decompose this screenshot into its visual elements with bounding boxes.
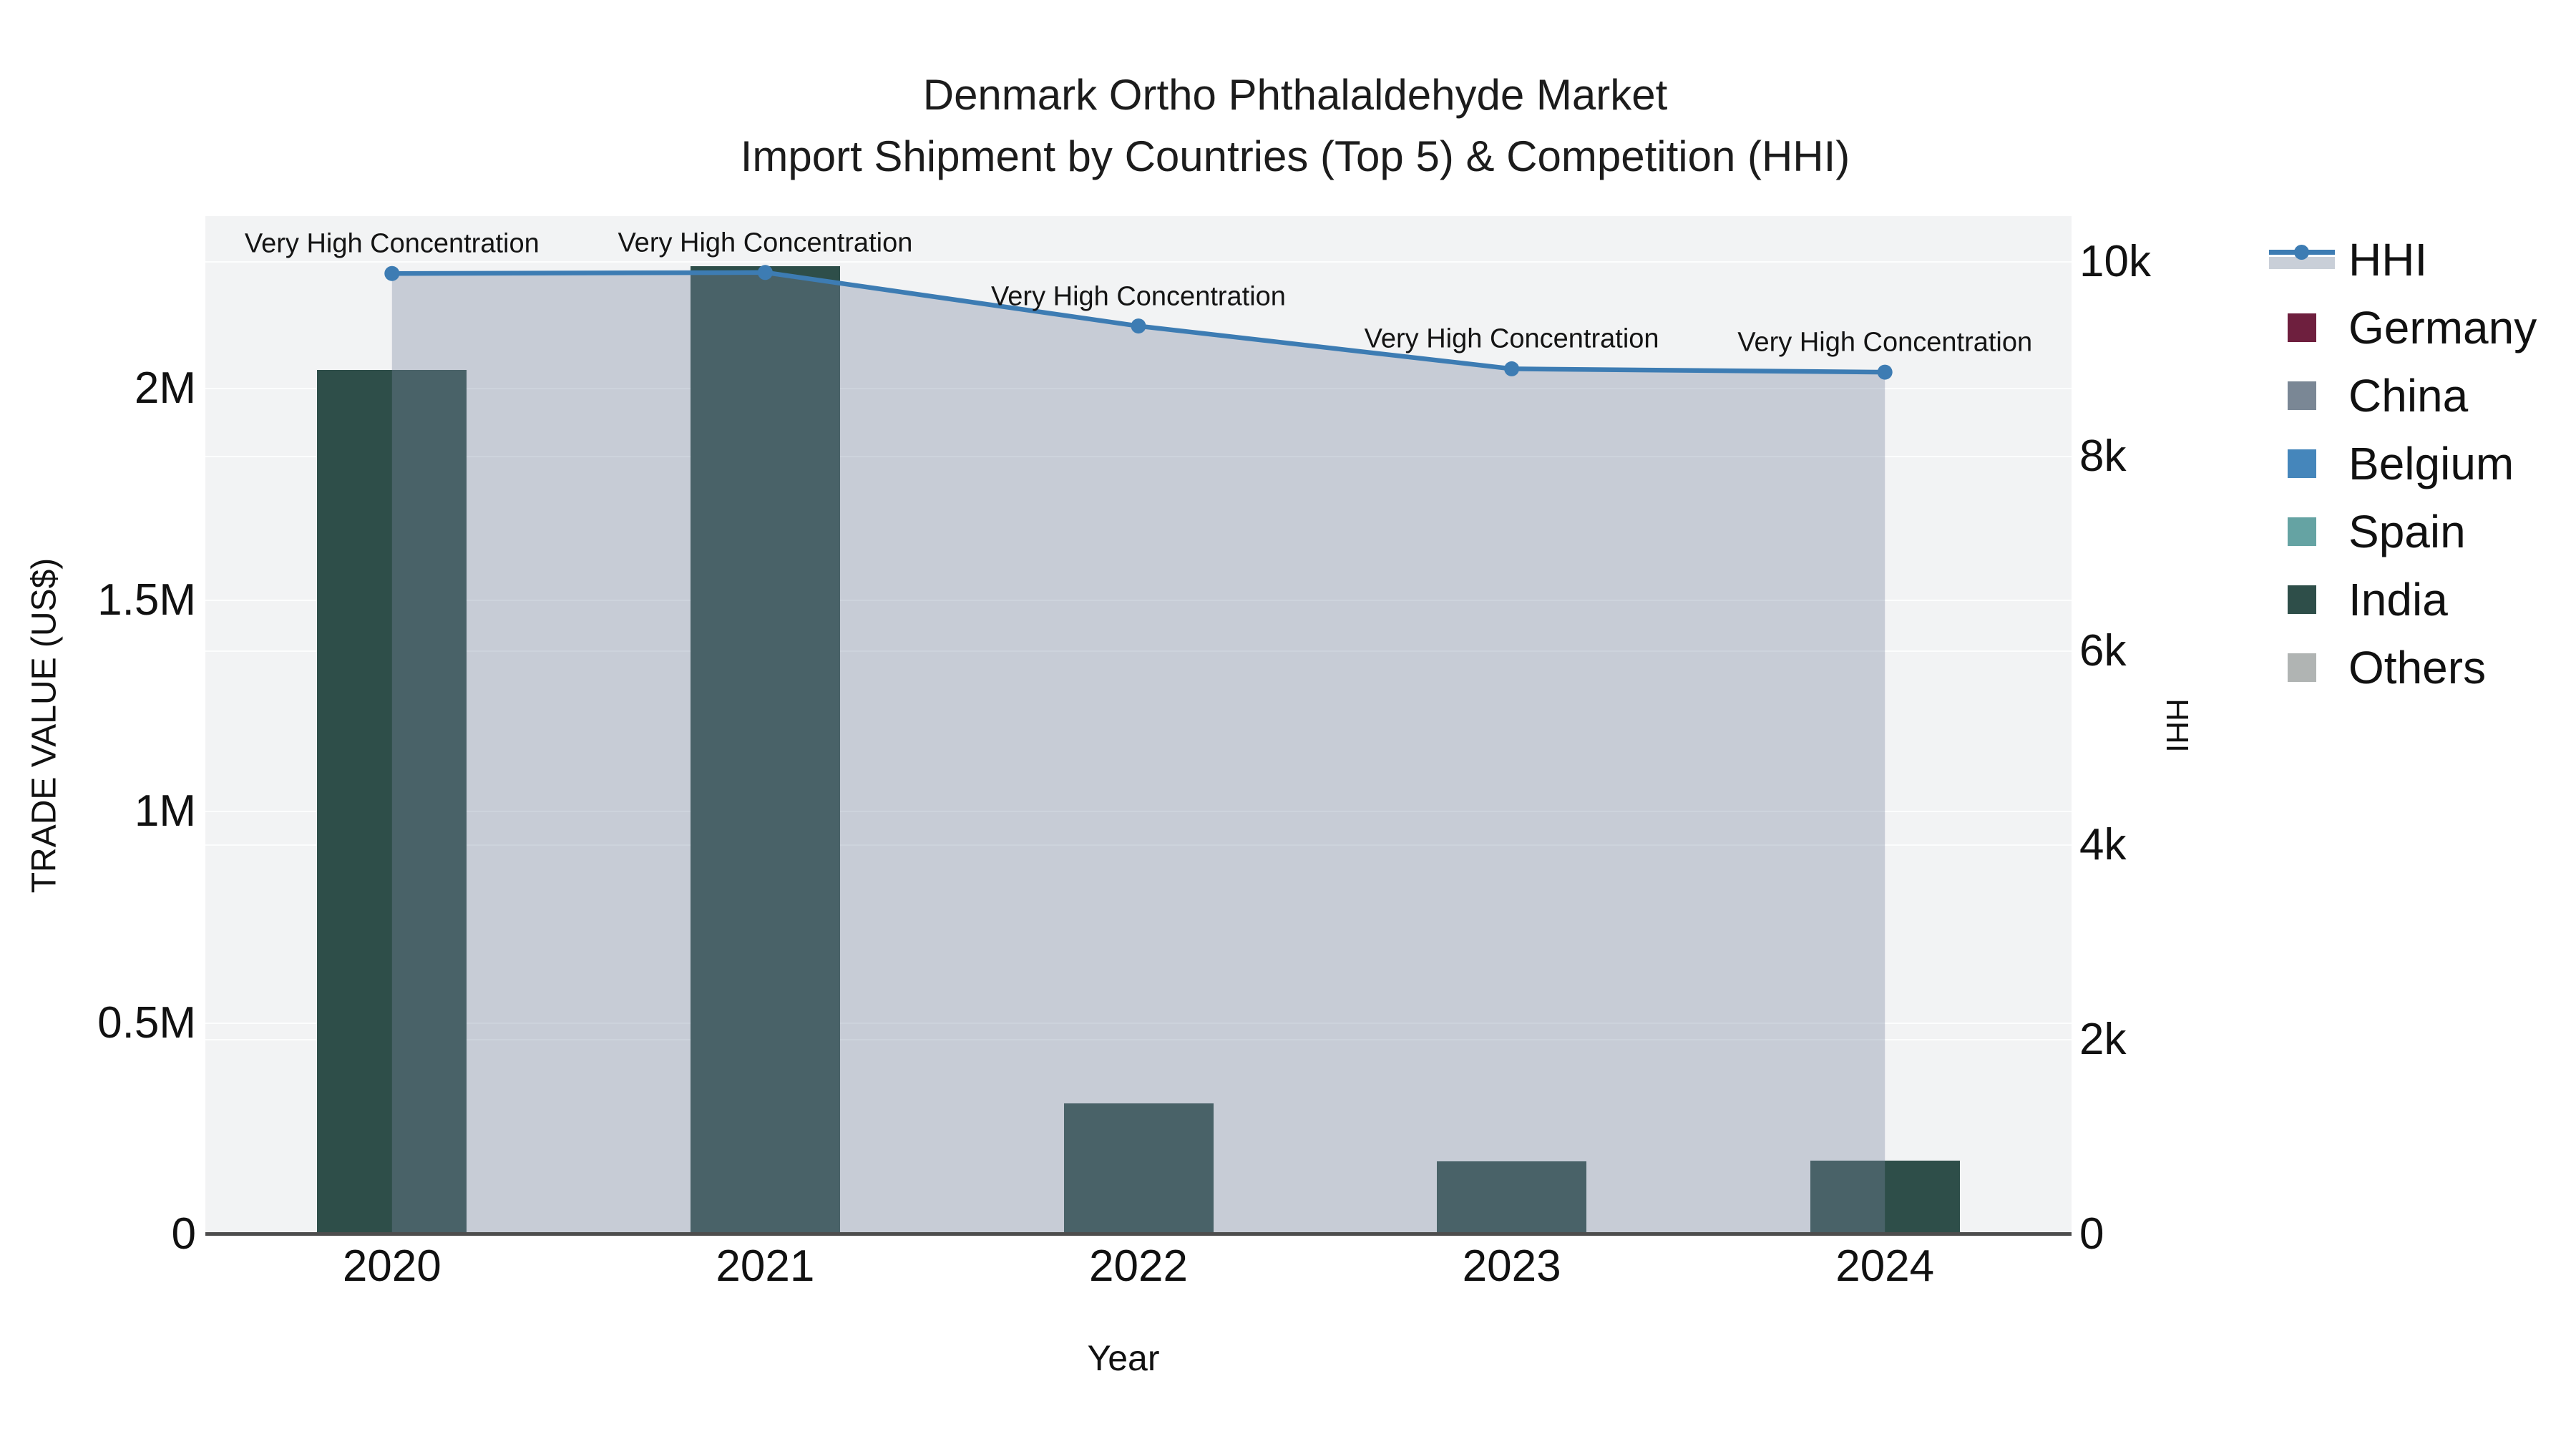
annotation-2023: Very High Concentration <box>1364 323 1659 354</box>
hhi-marker-2023[interactable] <box>1504 361 1520 376</box>
spain-swatch-icon <box>2269 510 2335 553</box>
y-right-tick-4k: 4k <box>2079 820 2127 870</box>
x-tick-2020: 2020 <box>342 1241 441 1291</box>
annotation-2020: Very High Concentration <box>244 228 540 259</box>
annotation-2022: Very High Concentration <box>991 281 1286 312</box>
others-color-swatch <box>2288 653 2316 682</box>
bar-india-2022[interactable] <box>1063 1103 1214 1234</box>
chart-title-line2: Import Shipment by Countries (Top 5) & C… <box>740 132 1850 180</box>
hhi-line-swatch-icon <box>2269 238 2335 281</box>
gridline-right-4k <box>205 844 2072 847</box>
others-swatch-icon <box>2269 646 2335 689</box>
gridline-left-1.5M <box>205 599 2072 601</box>
legend-label-spain: Spain <box>2348 505 2466 557</box>
chart-title-line1: Denmark Ortho Phthalaldehyde Market <box>922 71 1668 119</box>
hhi-marker-swatch <box>2294 244 2309 260</box>
germany-swatch-icon <box>2269 306 2335 349</box>
x-axis-title: Year <box>1087 1338 1160 1378</box>
legend-label-belgium: Belgium <box>2348 437 2514 489</box>
x-tick-2023: 2023 <box>1462 1241 1561 1291</box>
china-color-swatch <box>2288 381 2316 410</box>
belgium-color-swatch <box>2288 449 2316 478</box>
y-left-tick-1.5M: 1.5M <box>97 575 196 625</box>
x-tick-2024: 2024 <box>1835 1241 1935 1291</box>
hhi-area-swatch <box>2269 256 2335 269</box>
y-axis-title-right: HHI <box>2160 698 2195 753</box>
y-left-tick-2M: 2M <box>134 364 196 414</box>
y-right-tick-2k: 2k <box>2079 1015 2127 1065</box>
germany-color-swatch <box>2288 313 2316 342</box>
spain-color-swatch <box>2288 517 2316 546</box>
plot-area: Very High Concentration Very High Concent… <box>205 216 2072 1236</box>
legend-label-india: India <box>2348 573 2448 625</box>
india-color-swatch <box>2288 585 2316 614</box>
legend-item-india[interactable]: India <box>2269 565 2448 633</box>
india-swatch-icon <box>2269 578 2335 621</box>
y-left-tick-0: 0 <box>171 1209 196 1259</box>
gridline-right-6k <box>205 650 2072 652</box>
y-right-tick-8k: 8k <box>2079 431 2127 481</box>
hhi-line-layer <box>384 265 1893 1234</box>
bar-india-2020[interactable] <box>317 369 467 1234</box>
legend-item-china[interactable]: China <box>2269 361 2468 429</box>
bar-india-2024[interactable] <box>1810 1160 1960 1234</box>
bar-india-2023[interactable] <box>1437 1161 1587 1234</box>
legend-label-others: Others <box>2348 641 2487 693</box>
legend-label-hhi: HHI <box>2348 233 2428 286</box>
legend-item-belgium[interactable]: Belgium <box>2269 429 2514 497</box>
legend-label-germany: Germany <box>2348 301 2537 353</box>
y-right-tick-0: 0 <box>2079 1209 2104 1259</box>
gridline-right-2k <box>205 1039 2072 1041</box>
y-right-tick-10k: 10k <box>2079 236 2151 286</box>
hhi-marker-2024[interactable] <box>1877 364 1893 380</box>
legend-label-china: China <box>2348 369 2469 421</box>
y-axis-title-left: TRADE VALUE (US$) <box>25 557 64 894</box>
y-left-tick-0.5M: 0.5M <box>97 997 196 1048</box>
gridline-right-10k <box>205 260 2072 263</box>
y-right-tick-6k: 6k <box>2079 625 2127 675</box>
hhi-area-fill <box>391 272 1885 1234</box>
legend-item-spain[interactable]: Spain <box>2269 497 2466 565</box>
gridline-left-1M <box>205 811 2072 813</box>
hhi-marker-2021[interactable] <box>757 265 773 280</box>
bar-india-2021[interactable] <box>690 265 840 1234</box>
hhi-marker-2022[interactable] <box>1131 318 1146 334</box>
x-tick-2022: 2022 <box>1089 1241 1188 1291</box>
belgium-swatch-icon <box>2269 442 2335 485</box>
gridline-left-0.5M <box>205 1022 2072 1024</box>
legend-item-hhi[interactable]: HHI <box>2269 225 2427 293</box>
x-axis-line <box>205 1232 2072 1236</box>
x-tick-2021: 2021 <box>716 1241 815 1291</box>
gridline-right-8k <box>205 455 2072 457</box>
china-swatch-icon <box>2269 374 2335 417</box>
annotation-2024: Very High Concentration <box>1737 327 2033 358</box>
hhi-marker-2020[interactable] <box>384 265 400 281</box>
annotation-2021: Very High Concentration <box>618 228 913 258</box>
gridline-left-2M <box>205 388 2072 390</box>
y-left-tick-1M: 1M <box>134 786 196 836</box>
legend-item-others[interactable]: Others <box>2269 633 2486 701</box>
legend-item-germany[interactable]: Germany <box>2269 293 2537 361</box>
